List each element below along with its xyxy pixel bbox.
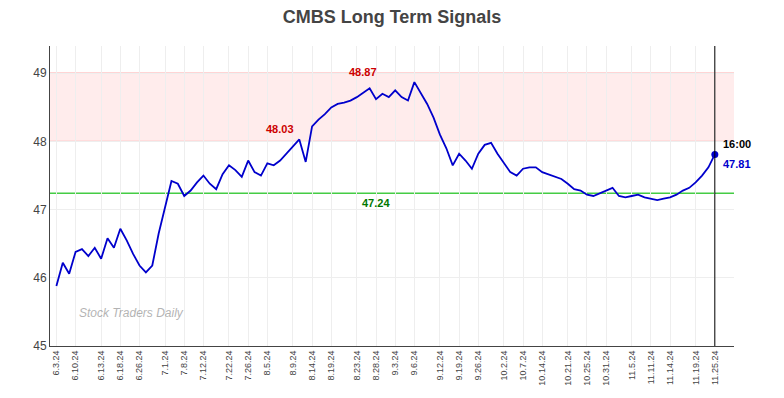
svg-text:7.1.24: 7.1.24 — [160, 351, 170, 376]
svg-text:11.14.24: 11.14.24 — [665, 351, 675, 385]
svg-text:7.26.24: 7.26.24 — [243, 351, 253, 381]
svg-text:6.18.24: 6.18.24 — [115, 351, 125, 381]
svg-text:Stock Traders Daily: Stock Traders Daily — [79, 306, 184, 320]
svg-text:6.26.24: 6.26.24 — [134, 351, 144, 381]
svg-text:49: 49 — [33, 66, 47, 80]
svg-text:10.31.24: 10.31.24 — [601, 351, 611, 386]
svg-text:8.28.24: 8.28.24 — [371, 351, 381, 381]
svg-text:7.22.24: 7.22.24 — [224, 351, 234, 381]
svg-text:46: 46 — [33, 271, 47, 285]
svg-text:6.13.24: 6.13.24 — [96, 351, 106, 381]
svg-text:11.11.24: 11.11.24 — [646, 351, 656, 385]
svg-text:9.12.24: 9.12.24 — [435, 351, 445, 381]
svg-text:6.3.24: 6.3.24 — [51, 351, 61, 376]
svg-text:47: 47 — [33, 203, 47, 217]
svg-text:10.2.24: 10.2.24 — [499, 351, 509, 381]
svg-text:10.7.24: 10.7.24 — [518, 351, 528, 381]
svg-text:16:00: 16:00 — [723, 138, 751, 150]
svg-text:11.19.24: 11.19.24 — [691, 351, 701, 385]
svg-text:11.5.24: 11.5.24 — [627, 351, 637, 380]
svg-text:10.14.24: 10.14.24 — [537, 351, 547, 386]
svg-text:7.12.24: 7.12.24 — [198, 351, 208, 381]
svg-text:48.03: 48.03 — [266, 123, 294, 135]
svg-text:47.81: 47.81 — [723, 158, 751, 170]
svg-text:8.19.24: 8.19.24 — [326, 351, 336, 381]
svg-text:45: 45 — [33, 339, 47, 353]
svg-text:9.3.24: 9.3.24 — [390, 351, 400, 376]
svg-text:11.25.24: 11.25.24 — [710, 351, 720, 385]
svg-text:8.5.24: 8.5.24 — [262, 351, 272, 376]
svg-text:7.8.24: 7.8.24 — [179, 351, 189, 376]
svg-text:6.10.24: 6.10.24 — [70, 351, 80, 381]
svg-text:10.25.24: 10.25.24 — [582, 351, 592, 386]
svg-text:10.21.24: 10.21.24 — [563, 351, 573, 386]
svg-text:8.9.24: 8.9.24 — [288, 351, 298, 376]
svg-text:9.19.24: 9.19.24 — [454, 351, 464, 381]
svg-text:48.87: 48.87 — [349, 66, 377, 78]
svg-text:CMBS Long Term Signals: CMBS Long Term Signals — [283, 7, 502, 27]
svg-text:47.24: 47.24 — [362, 197, 390, 209]
svg-text:8.14.24: 8.14.24 — [307, 351, 317, 381]
svg-text:9.6.24: 9.6.24 — [409, 351, 419, 376]
svg-text:9.26.24: 9.26.24 — [473, 351, 483, 381]
svg-text:8.23.24: 8.23.24 — [352, 351, 362, 381]
svg-text:48: 48 — [33, 135, 47, 149]
